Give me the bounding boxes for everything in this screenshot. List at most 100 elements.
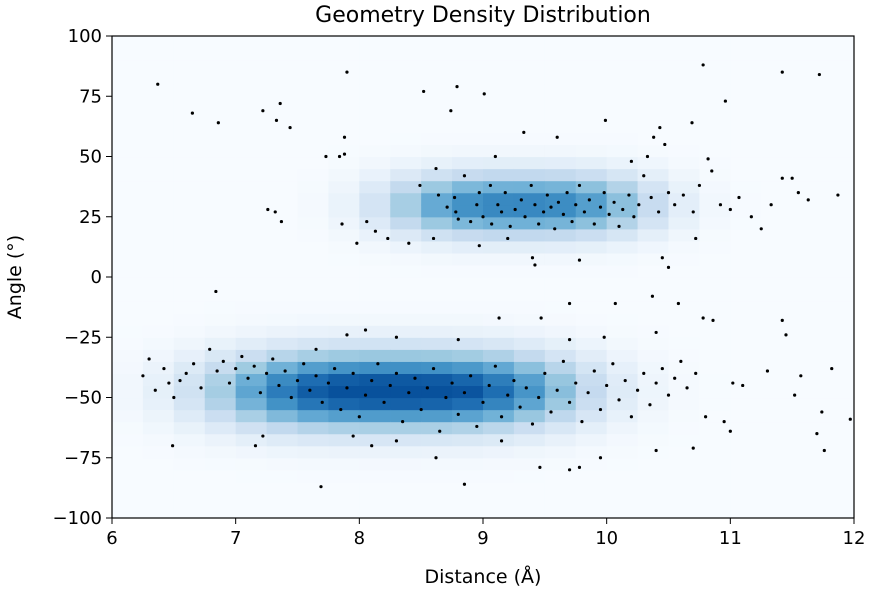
heatmap-cell — [235, 349, 268, 362]
heatmap-cell — [235, 84, 268, 97]
heatmap-cell — [823, 72, 855, 85]
data-point — [431, 236, 436, 241]
heatmap-cell — [359, 216, 391, 230]
data-point — [345, 386, 349, 390]
heatmap-cell — [173, 433, 206, 447]
heatmap-cell — [173, 120, 206, 133]
heatmap-cell — [483, 96, 515, 109]
heatmap-cell — [483, 168, 515, 182]
heatmap-cell — [544, 397, 577, 411]
data-point — [419, 407, 423, 412]
heatmap-cell — [390, 252, 422, 266]
heatmap-cell — [390, 168, 422, 182]
data-point — [308, 388, 312, 392]
data-point — [345, 333, 349, 337]
heatmap-cell — [328, 264, 360, 278]
heatmap-cell — [513, 409, 546, 423]
data-point — [456, 217, 460, 221]
heatmap-cell — [142, 240, 175, 254]
heatmap-cell — [668, 72, 701, 85]
heatmap-cell — [606, 36, 639, 49]
heatmap-cell — [730, 277, 762, 290]
heatmap-cell — [142, 264, 175, 278]
heatmap-cell — [761, 421, 793, 435]
heatmap-cell — [390, 301, 422, 314]
data-point — [261, 109, 265, 113]
heatmap-cell — [606, 313, 639, 326]
heatmap-cell — [421, 373, 453, 387]
heatmap-cell — [792, 385, 824, 399]
heatmap-cell — [792, 313, 824, 326]
heatmap-cell — [483, 252, 515, 266]
heatmap-cell — [699, 397, 731, 411]
heatmap-cell — [390, 156, 422, 170]
heatmap-cell — [823, 60, 855, 73]
heatmap-cell — [142, 421, 175, 435]
heatmap-cell — [235, 192, 268, 206]
heatmap-cell — [513, 325, 546, 338]
heatmap-cell — [112, 457, 144, 471]
heatmap-cell — [544, 457, 577, 471]
heatmap-cell — [637, 361, 670, 374]
heatmap-cell — [204, 469, 237, 483]
heatmap-cell — [668, 264, 701, 278]
heatmap-cell — [235, 144, 268, 158]
heatmap-cell — [761, 192, 793, 206]
data-point — [475, 424, 479, 429]
data-point — [629, 415, 634, 419]
y-tick-label: 100 — [68, 26, 102, 47]
data-point — [598, 407, 603, 412]
heatmap-cell — [297, 192, 330, 206]
data-point — [455, 85, 459, 89]
heatmap-cell — [112, 325, 144, 338]
heatmap-cell — [575, 289, 608, 302]
data-point — [718, 203, 723, 207]
heatmap-cell — [637, 120, 670, 133]
heatmap-cell — [421, 313, 453, 326]
heatmap-cell — [606, 361, 639, 374]
data-point — [602, 335, 606, 339]
heatmap-cell — [575, 445, 608, 459]
data-point — [370, 444, 374, 448]
heatmap-cell — [421, 493, 453, 507]
heatmap-cell — [668, 373, 701, 387]
x-tick-label: 11 — [719, 528, 742, 549]
heatmap-cell — [359, 240, 391, 254]
heatmap-cell — [544, 493, 577, 507]
data-point — [513, 207, 517, 212]
heatmap-cell — [204, 349, 237, 362]
heatmap-cell — [112, 469, 144, 483]
data-point — [162, 366, 166, 371]
heatmap-cell — [792, 204, 824, 218]
heatmap-cell — [266, 373, 299, 387]
heatmap-cell — [513, 421, 546, 435]
heatmap-cell — [266, 385, 299, 399]
heatmap-cell — [452, 385, 484, 399]
heatmap-cell — [668, 96, 701, 109]
heatmap-cell — [235, 156, 268, 170]
data-point — [278, 101, 282, 106]
heatmap-cell — [173, 156, 206, 170]
heatmap-cell — [513, 168, 546, 182]
heatmap-cell — [204, 301, 237, 314]
heatmap-cell — [173, 72, 206, 85]
data-point — [679, 359, 683, 363]
heatmap-cell — [637, 301, 670, 314]
heatmap-cell — [328, 385, 360, 399]
data-point — [537, 222, 541, 226]
heatmap-cell — [142, 84, 175, 97]
heatmap-cell — [328, 108, 360, 121]
heatmap-cell — [575, 48, 608, 61]
heatmap-cell — [606, 168, 639, 182]
heatmap-cell — [730, 120, 762, 133]
heatmap-cell — [390, 313, 422, 326]
heatmap-cell — [266, 493, 299, 507]
data-point — [623, 379, 627, 383]
heatmap-cell — [544, 120, 577, 133]
heatmap-cell — [359, 228, 391, 242]
heatmap-cell — [575, 433, 608, 447]
heatmap-cell — [204, 325, 237, 338]
heatmap-cell — [668, 120, 701, 133]
heatmap-cell — [142, 469, 175, 483]
heatmap-cell — [513, 204, 546, 218]
